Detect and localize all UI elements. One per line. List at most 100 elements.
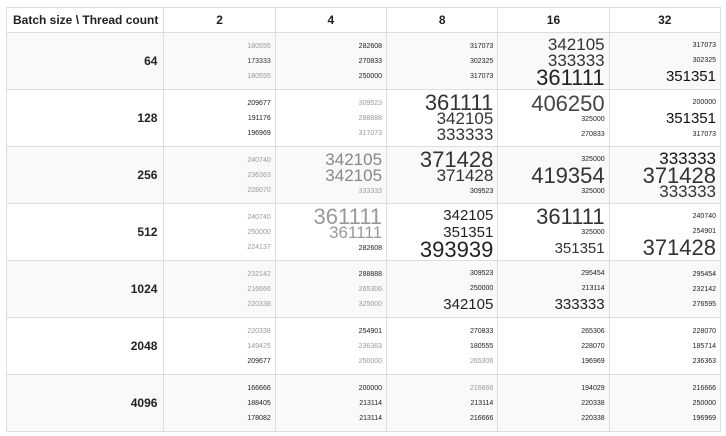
cell-value: 250000 <box>247 228 271 236</box>
cell-value: 216666 <box>692 384 716 392</box>
table-row: 128 209677 191176 196969 309523 288888 317073 3… <box>5 89 722 147</box>
cell-value: 236363 <box>247 171 271 179</box>
cell-value: 333333 <box>358 187 383 195</box>
cell-value: 309523 <box>358 99 383 107</box>
cell-value: 282608 <box>358 245 383 252</box>
table-cell: 342105 333333 361111 <box>497 32 610 90</box>
table-cell: 295454 232142 276595 <box>608 260 722 318</box>
cell-value: 317073 <box>469 72 494 80</box>
row-label: 64 <box>5 32 165 90</box>
cell-value: 361111 <box>536 64 605 90</box>
table-cell: 265306 228070 196969 <box>497 317 610 375</box>
cell-value: 270833 <box>469 327 494 335</box>
table-cell: 325000 419354 325000 <box>497 146 610 204</box>
table-cell: 361111 342105 333333 <box>386 89 499 147</box>
cell-value: 333333 <box>547 50 605 70</box>
cell-value: 216666 <box>247 285 271 293</box>
cell-value: 180555 <box>247 42 271 50</box>
column-header: 32 <box>608 7 722 33</box>
benchmark-table: Batch size \ Thread count 2 4 8 16 32 64… <box>5 7 722 432</box>
table-cell: 254901 236363 250000 <box>274 317 388 375</box>
cell-value: 302325 <box>692 56 716 64</box>
table-cell: 270833 180555 265306 <box>386 317 499 375</box>
cell-value: 270833 <box>358 57 383 65</box>
cell-value: 196969 <box>692 414 716 422</box>
cell-value: 342105 <box>325 149 383 169</box>
cell-value: 265306 <box>469 357 494 365</box>
cell-value: 265306 <box>581 327 605 335</box>
cell-value: 288888 <box>358 114 383 122</box>
cell-value: 232142 <box>247 270 271 278</box>
header-row: Batch size \ Thread count 2 4 8 16 32 <box>5 7 722 33</box>
cell-value: 185714 <box>692 342 716 350</box>
cell-value: 317073 <box>469 42 494 50</box>
cell-value: 236363 <box>692 357 716 365</box>
cell-value: 317073 <box>692 130 716 138</box>
table-cell: 282608 270833 250000 <box>274 32 388 90</box>
table-cell: 361111 325000 351351 <box>497 203 610 261</box>
cell-value: 309523 <box>469 269 494 277</box>
cell-value: 213114 <box>581 284 605 292</box>
row-label: 1024 <box>5 260 165 318</box>
cell-value: 342105 <box>443 295 494 313</box>
cell-value: 250000 <box>358 72 383 80</box>
cell-value: 342105 <box>325 165 383 185</box>
cell-value: 250000 <box>469 284 494 292</box>
table-cell: 288888 265306 325000 <box>274 260 388 318</box>
cell-value: 351351 <box>665 67 716 85</box>
row-label: 512 <box>5 203 165 261</box>
cell-value: 333333 <box>659 148 716 168</box>
cell-value: 228070 <box>581 342 605 350</box>
table-cell: 406250 325000 270833 <box>497 89 610 147</box>
cell-value: 200000 <box>358 384 383 392</box>
cell-value: 213114 <box>359 399 383 407</box>
cell-value: 295454 <box>581 269 605 277</box>
cell-value: 419354 <box>531 162 605 188</box>
cell-value: 333333 <box>659 181 716 201</box>
cell-value: 371428 <box>436 166 494 185</box>
table-cell: 295454 213114 333333 <box>497 260 610 318</box>
cell-value: 228070 <box>692 327 716 335</box>
cell-value: 240740 <box>247 213 271 221</box>
cell-value: 149425 <box>247 342 271 350</box>
column-header: 16 <box>497 7 610 33</box>
cell-value: 302325 <box>469 57 494 65</box>
cell-value: 200000 <box>692 98 716 106</box>
table-cell: 209677 191176 196969 <box>163 89 276 147</box>
cell-value: 188405 <box>247 399 271 407</box>
cell-value: 342105 <box>436 108 494 128</box>
cell-value: 265306 <box>358 285 383 293</box>
table-cell: 240740 250000 224137 <box>163 203 276 261</box>
cell-value: 232142 <box>692 285 716 293</box>
cell-value: 240740 <box>247 156 271 164</box>
cell-value: 371428 <box>642 162 716 188</box>
table-row: 256 240740 236363 228070 342105 342105 333333 3… <box>5 146 722 204</box>
cell-value: 295454 <box>692 270 716 278</box>
cell-value: 371428 <box>642 234 716 260</box>
table-row: 512 240740 250000 224137 361111 361111 282608 3… <box>5 203 722 262</box>
cell-value: 216666 <box>469 384 494 392</box>
cell-value: 342105 <box>547 34 605 54</box>
table-cell: 342105 351351 393939 <box>386 203 499 262</box>
cell-value: 325000 <box>581 187 605 195</box>
cell-value: 254901 <box>358 327 383 335</box>
cell-value: 361111 <box>313 204 383 229</box>
cell-value: 317073 <box>358 129 383 137</box>
cell-value: 342105 <box>443 206 494 224</box>
cell-value: 393939 <box>419 236 494 262</box>
cell-value: 196969 <box>581 357 605 365</box>
cell-value: 282608 <box>358 42 383 50</box>
table-cell: 166666 188405 178082 <box>163 374 276 432</box>
cell-value: 325000 <box>581 155 605 163</box>
cell-value: 270833 <box>581 130 605 138</box>
cell-value: 351351 <box>665 109 716 127</box>
cell-value: 406250 <box>531 90 605 116</box>
cell-value: 351351 <box>554 239 605 257</box>
cell-value: 173333 <box>247 57 271 65</box>
table-row: 1024 232142 216666 220338 288888 265306 325000… <box>5 260 722 318</box>
table-cell: 180555 173333 180555 <box>163 32 276 90</box>
cell-value: 216666 <box>469 414 494 422</box>
table-cell: 194029 220338 220338 <box>497 374 610 432</box>
cell-value: 250000 <box>358 357 383 365</box>
table-cell: 220338 149425 209677 <box>163 317 276 375</box>
